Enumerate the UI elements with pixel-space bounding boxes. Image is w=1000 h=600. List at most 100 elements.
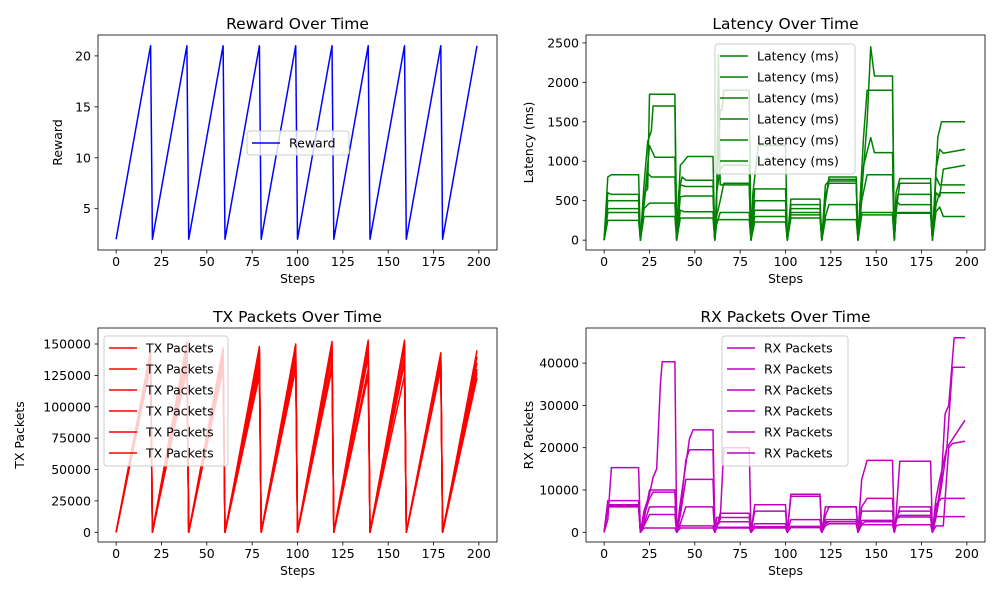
- x-tick-label: 75: [732, 254, 748, 269]
- x-tick-label: 150: [864, 546, 888, 561]
- x-tick-label: 200: [955, 254, 979, 269]
- legend-label: Reward: [289, 136, 336, 151]
- legend-label: RX Packets: [764, 425, 833, 440]
- x-tick-label: 125: [331, 254, 355, 269]
- legend-label: RX Packets: [764, 446, 833, 461]
- legend-label: Latency (ms): [757, 49, 839, 64]
- chart-title: Reward Over Time: [226, 15, 369, 33]
- y-tick-label: 10: [75, 150, 91, 165]
- y-tick-label: 75000: [51, 431, 91, 446]
- x-tick-label: 100: [774, 546, 798, 561]
- latency-chart: 0 25 50 75 100 125 150 175 200050010001500200025…: [521, 15, 986, 286]
- x-tick-label: 200: [955, 546, 979, 561]
- legend-label: Latency (ms): [757, 70, 839, 85]
- x-tick-label: 200: [467, 546, 491, 561]
- y-tick-label: 20000: [539, 440, 579, 455]
- y-tick-label: 10000: [539, 482, 579, 497]
- x-axis-label: Steps: [280, 563, 315, 578]
- x-tick-label: 0: [112, 254, 120, 269]
- y-tick-label: 0: [571, 233, 579, 248]
- y-tick-label: 0: [571, 525, 579, 540]
- legend-label: TX Packets: [145, 362, 214, 377]
- x-tick-label: 100: [286, 254, 310, 269]
- x-axis-label: Steps: [280, 271, 315, 286]
- x-tick-label: 50: [687, 254, 703, 269]
- x-axis-label: Steps: [768, 271, 803, 286]
- x-tick-label: 25: [642, 254, 658, 269]
- y-tick-label: 50000: [51, 462, 91, 477]
- legend-label: Latency (ms): [757, 91, 839, 106]
- y-tick-label: 0: [83, 525, 91, 540]
- series-line-5: [603, 206, 965, 241]
- y-tick-label: 25000: [51, 493, 91, 508]
- x-tick-label: 25: [642, 546, 658, 561]
- legend-label: TX Packets: [145, 425, 214, 440]
- x-tick-label: 75: [244, 254, 260, 269]
- legend-label: TX Packets: [145, 446, 214, 461]
- y-tick-label: 20: [75, 48, 91, 63]
- legend-box: [246, 130, 350, 156]
- y-tick-label: 2500: [547, 35, 579, 50]
- legend-label: RX Packets: [764, 383, 833, 398]
- y-tick-label: 30000: [539, 398, 579, 413]
- y-tick-label: 150000: [43, 337, 91, 352]
- chart-title: Latency Over Time: [712, 15, 858, 33]
- x-tick-label: 25: [154, 546, 170, 561]
- chart-title: TX Packets Over Time: [212, 308, 382, 326]
- y-tick-label: 40000: [539, 356, 579, 371]
- x-tick-label: 150: [864, 254, 888, 269]
- x-tick-label: 150: [376, 546, 400, 561]
- series-line-2: [603, 366, 965, 534]
- x-axis-label: Steps: [768, 563, 803, 578]
- x-tick-label: 150: [376, 254, 400, 269]
- series-line-3: [603, 459, 965, 534]
- legend-label: RX Packets: [764, 404, 833, 419]
- chart-title: RX Packets Over Time: [700, 308, 870, 326]
- x-tick-label: 50: [199, 546, 215, 561]
- rx-packets-chart: 0 25 50 75 100 125 150 175 200 0 10000 20000 30000 40…: [521, 308, 986, 578]
- y-axis-label: Reward: [50, 119, 65, 166]
- reward-chart: 0 25 50 75 100 125 150 175 200 5 10 15 20 Reward Over…: [50, 15, 498, 286]
- legend-label: Latency (ms): [757, 133, 839, 148]
- x-tick-label: 0: [600, 254, 608, 269]
- x-tick-label: 175: [422, 254, 446, 269]
- x-tick-label: 75: [732, 546, 748, 561]
- y-tick-label: 100000: [43, 399, 91, 414]
- x-tick-label: 0: [600, 546, 608, 561]
- x-tick-label: 175: [422, 546, 446, 561]
- x-tick-label: 175: [910, 546, 934, 561]
- y-tick-label: 1500: [547, 114, 579, 129]
- x-tick-label: 50: [199, 254, 215, 269]
- y-axis-label: Latency (ms): [521, 102, 536, 184]
- x-tick-label: 0: [112, 546, 120, 561]
- y-tick-label: 2000: [547, 75, 579, 90]
- legend-label: RX Packets: [764, 362, 833, 377]
- x-tick-label: 50: [687, 546, 703, 561]
- legend-label: Latency (ms): [757, 154, 839, 169]
- legend-label: TX Packets: [145, 404, 214, 419]
- series-line-5: [603, 504, 965, 534]
- y-tick-label: 1000: [547, 154, 579, 169]
- y-tick-label: 5: [83, 201, 91, 216]
- legend-box: [714, 43, 856, 175]
- y-tick-label: 125000: [43, 368, 91, 383]
- y-tick-label: 15: [75, 99, 91, 114]
- tx-packets-chart: 0 25 50 75 100 125 150 175 200 0 25000 50000 75000 10…: [12, 308, 498, 578]
- x-tick-label: 75: [244, 546, 260, 561]
- x-tick-label: 100: [774, 254, 798, 269]
- x-tick-label: 125: [819, 254, 843, 269]
- y-axis-label: TX Packets: [12, 401, 27, 470]
- legend-label: TX Packets: [145, 341, 214, 356]
- legend-label: Latency (ms): [757, 112, 839, 127]
- y-tick-label: 500: [555, 193, 579, 208]
- x-tick-label: 175: [910, 254, 934, 269]
- legend-label: RX Packets: [764, 341, 833, 356]
- x-tick-label: 200: [467, 254, 491, 269]
- x-tick-label: 25: [154, 254, 170, 269]
- x-tick-label: 125: [331, 546, 355, 561]
- legend-label: TX Packets: [145, 383, 214, 398]
- x-tick-label: 100: [286, 546, 310, 561]
- x-tick-label: 125: [819, 546, 843, 561]
- y-axis-label: RX Packets: [521, 401, 536, 470]
